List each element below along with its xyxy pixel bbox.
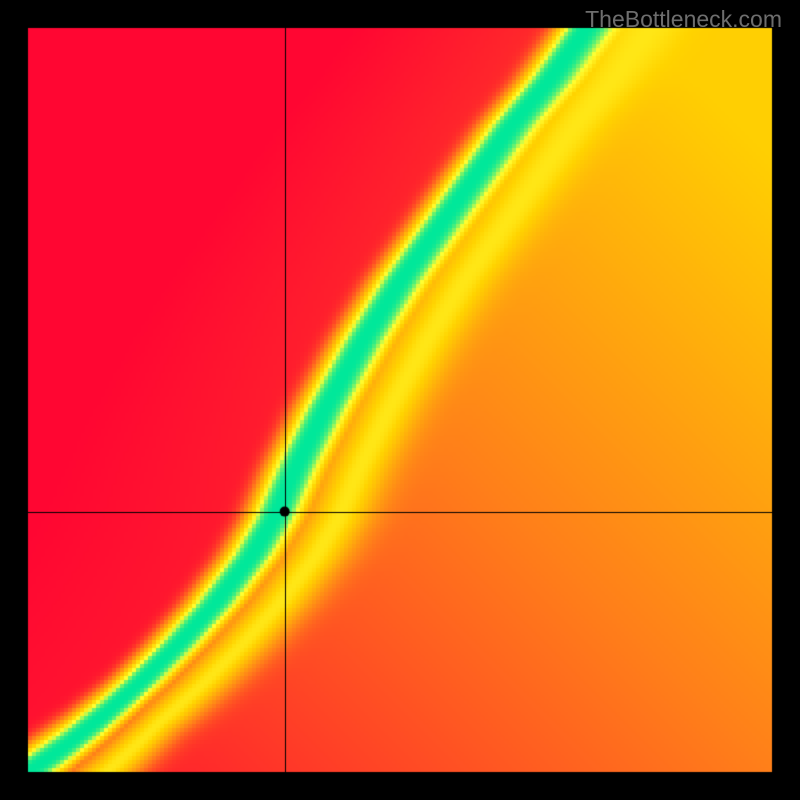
bottleneck-heatmap bbox=[0, 0, 800, 800]
chart-container: TheBottleneck.com bbox=[0, 0, 800, 800]
